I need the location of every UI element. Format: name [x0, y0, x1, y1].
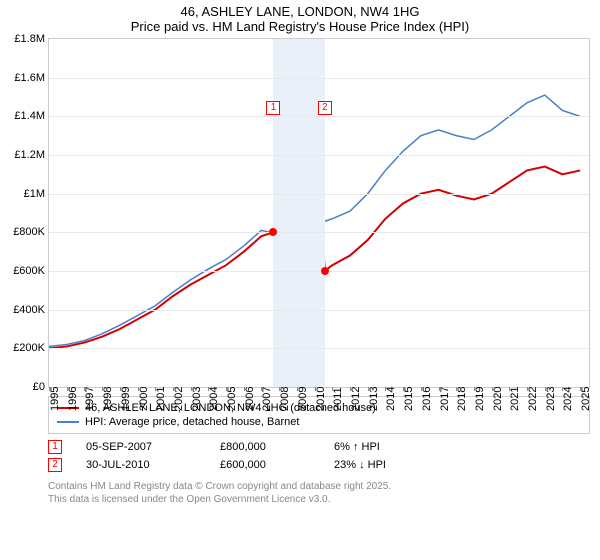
gridline: [49, 78, 589, 79]
marker-box: 1: [48, 440, 62, 454]
x-tick-label: 2002: [173, 387, 185, 411]
x-tick-label: 2013: [368, 387, 380, 411]
transaction-table: 1 05-SEP-2007 £800,000 6% ↑ HPI 2 30-JUL-2010…: [48, 438, 590, 474]
page-subtitle: Price paid vs. HM Land Registry's House …: [0, 19, 600, 38]
x-tick-label: 2019: [474, 387, 486, 411]
x-tick-label: 2006: [244, 387, 256, 411]
y-tick-label: £1.2M: [1, 149, 45, 161]
x-tick-label: 2004: [208, 387, 220, 411]
x-tick-label: 2003: [191, 387, 203, 411]
x-tick-label: 1995: [49, 387, 61, 411]
x-tick-label: 2014: [385, 387, 397, 411]
gridline: [49, 310, 589, 311]
tx-date: 30-JUL-2010: [86, 459, 196, 471]
y-tick-label: £400K: [1, 304, 45, 316]
x-tick-label: 1997: [84, 387, 96, 411]
x-tick-label: 2023: [545, 387, 557, 411]
x-tick-label: 2020: [492, 387, 504, 411]
x-tick-label: 1998: [102, 387, 114, 411]
x-tick-label: 2010: [315, 387, 327, 411]
legend-swatch: [57, 421, 79, 423]
y-tick-label: £1.6M: [1, 72, 45, 84]
x-tick-label: 2011: [332, 387, 344, 411]
attribution-line2: This data is licensed under the Open Gov…: [48, 493, 590, 506]
x-tick-label: 2012: [350, 387, 362, 411]
tx-date: 05-SEP-2007: [86, 441, 196, 453]
transaction-row: 2 30-JUL-2010 £600,000 23% ↓ HPI: [48, 456, 590, 474]
x-tick-label: 2018: [456, 387, 468, 411]
y-tick-label: £1M: [1, 188, 45, 200]
page-title: 46, ASHLEY LANE, LONDON, NW4 1HG: [0, 0, 600, 19]
x-tick-label: 2024: [562, 387, 574, 411]
x-tick-label: 2001: [155, 387, 167, 411]
x-tick-label: 2005: [226, 387, 238, 411]
x-tick-label: 2022: [527, 387, 539, 411]
tx-delta: 23% ↓ HPI: [334, 459, 386, 471]
y-tick-label: £600K: [1, 265, 45, 277]
tx-delta: 6% ↑ HPI: [334, 441, 380, 453]
shade-band: [273, 39, 324, 387]
gridline: [49, 194, 589, 195]
x-tick-label: 1999: [120, 387, 132, 411]
x-tick-label: 2015: [403, 387, 415, 411]
x-tick-label: 1996: [67, 387, 79, 411]
x-tick-label: 2021: [509, 387, 521, 411]
transaction-dot: [321, 267, 329, 275]
tx-price: £600,000: [220, 459, 310, 471]
attribution: Contains HM Land Registry data © Crown c…: [48, 480, 590, 506]
marker-box: 1: [266, 101, 280, 115]
x-tick-label: 2000: [138, 387, 150, 411]
y-tick-label: £0: [1, 381, 45, 393]
gridline: [49, 232, 589, 233]
x-tick-label: 2009: [297, 387, 309, 411]
y-tick-label: £1.4M: [1, 110, 45, 122]
gridline: [49, 155, 589, 156]
gridline: [49, 116, 589, 117]
y-tick-label: £200K: [1, 342, 45, 354]
y-tick-label: £1.8M: [1, 33, 45, 45]
legend-label: HPI: Average price, detached house, Barn…: [85, 416, 299, 428]
transaction-row: 1 05-SEP-2007 £800,000 6% ↑ HPI: [48, 438, 590, 456]
transaction-dot: [269, 228, 277, 236]
x-tick-label: 2016: [421, 387, 433, 411]
chart-area: £0£200K£400K£600K£800K£1M£1.2M£1.4M£1.6M…: [48, 38, 590, 388]
gridline: [49, 271, 589, 272]
x-tick-label: 2007: [261, 387, 273, 411]
legend-item: HPI: Average price, detached house, Barn…: [57, 415, 581, 429]
attribution-line1: Contains HM Land Registry data © Crown c…: [48, 480, 590, 493]
x-tick-label: 2017: [439, 387, 451, 411]
gridline: [49, 348, 589, 349]
marker-box: 2: [318, 101, 332, 115]
x-tick-label: 2008: [279, 387, 291, 411]
marker-box: 2: [48, 458, 62, 472]
tx-price: £800,000: [220, 441, 310, 453]
y-tick-label: £800K: [1, 226, 45, 238]
x-tick-label: 2025: [580, 387, 592, 411]
